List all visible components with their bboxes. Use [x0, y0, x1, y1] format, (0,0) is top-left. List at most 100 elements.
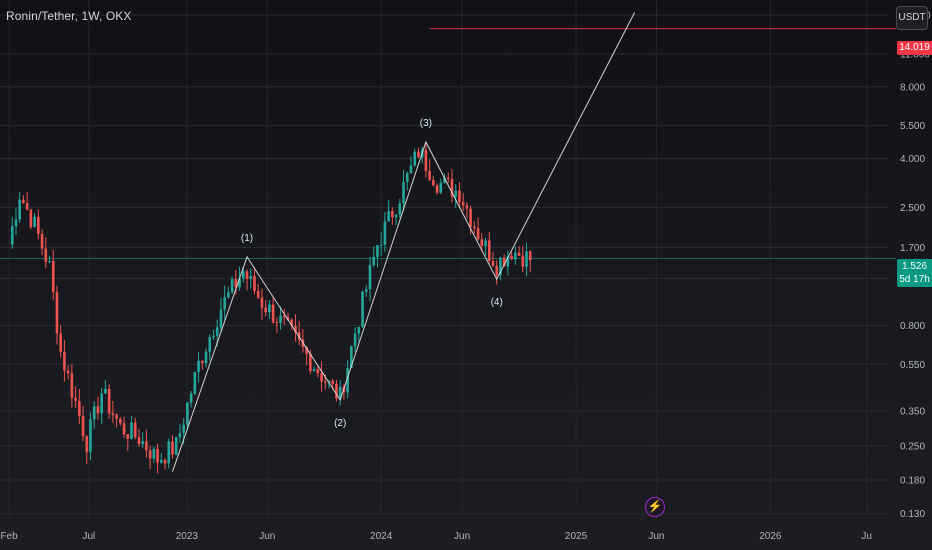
candle-body [85, 436, 89, 453]
candle-body [510, 255, 513, 260]
candle-body [189, 393, 193, 403]
candle-body [107, 388, 111, 414]
lightning-icon[interactable]: ⚡ [645, 497, 665, 517]
candle-body [156, 448, 159, 463]
wave-label: (1) [241, 233, 253, 244]
candle-body [517, 252, 521, 256]
candle-body [323, 381, 327, 383]
y-tick-label: 2.500 [900, 203, 925, 214]
countdown-label: 5d 17h [899, 274, 930, 285]
x-tick-label: Jun [454, 531, 470, 542]
candle-body [372, 256, 376, 266]
candle-body [219, 309, 223, 328]
candle-body [193, 371, 197, 394]
candle-body [357, 326, 361, 334]
y-tick-label: 0.250 [900, 441, 925, 452]
candle-body [480, 239, 484, 247]
candle-body [305, 347, 308, 354]
candle-body [514, 252, 517, 260]
candle-body [197, 360, 200, 372]
x-tick-label: 2026 [759, 531, 782, 542]
candle-body [160, 459, 163, 463]
candle-body [450, 179, 454, 197]
candle-body [446, 177, 450, 180]
candle-body [100, 393, 103, 414]
wave-line [172, 12, 636, 472]
x-tick-label: Feb [0, 531, 18, 542]
candle-body [70, 373, 74, 398]
candle-body [238, 278, 241, 288]
candle-body [286, 317, 290, 320]
candle-body [223, 297, 226, 310]
candle-body [316, 369, 320, 374]
candle-body [148, 450, 152, 459]
axes: 0.1300.1800.2500.3500.5500.8001.2601.700… [0, 11, 931, 542]
candle-body [111, 413, 115, 415]
candle-body [376, 245, 379, 257]
candles [10, 143, 532, 474]
candle-body [353, 333, 357, 347]
candle-body [234, 279, 238, 288]
candle-body [55, 291, 59, 334]
candle-body [74, 397, 77, 402]
x-tick-label: 2024 [370, 531, 393, 542]
candle-body [200, 360, 204, 364]
candle-body [241, 271, 245, 279]
candle-body [282, 315, 286, 318]
candle-body [81, 415, 85, 437]
candle-body [182, 424, 185, 434]
candle-body [133, 422, 137, 438]
candle-body [469, 208, 472, 227]
candle-body [432, 180, 435, 186]
candle-body [297, 332, 301, 340]
grid-layer [0, 0, 888, 522]
candle-body [413, 151, 417, 166]
candle-body [458, 190, 461, 203]
candle-body [78, 401, 81, 416]
candle-body [152, 448, 156, 459]
y-tick-label: 0.800 [900, 321, 925, 332]
candle-body [215, 327, 219, 336]
candle-body [405, 173, 409, 183]
candle-body [104, 388, 107, 394]
current-price-badge: 1.526 5d 17h [897, 259, 932, 287]
candle-body [18, 199, 22, 220]
candle-body [331, 380, 335, 384]
symbol-title[interactable]: Ronin/Tether, 1W, OKX [6, 9, 132, 23]
currency-button[interactable]: USDT [896, 6, 928, 30]
candle-body [506, 255, 510, 267]
candle-body [338, 386, 342, 399]
candle-body [171, 441, 174, 455]
candle-body [402, 182, 405, 204]
y-tick-label: 0.130 [900, 509, 925, 520]
candle-body [66, 370, 70, 374]
y-tick-label: 8.000 [900, 82, 925, 93]
candle-body [25, 203, 29, 210]
candle-body [361, 291, 364, 327]
candle-body [394, 214, 398, 218]
candle-body [14, 219, 18, 227]
candle-body [230, 279, 234, 293]
candle-body [487, 240, 491, 261]
wave-overlay: (1)(2)(3)(4)(5) [172, 12, 636, 472]
candle-body [268, 304, 271, 313]
candle-body [495, 265, 499, 276]
wave-label: (3) [420, 118, 432, 129]
candle-body [428, 170, 431, 181]
candle-body [424, 149, 428, 171]
candle-body [417, 151, 420, 158]
y-tick-label: 0.550 [900, 360, 925, 371]
candle-body [525, 251, 528, 267]
candle-body [141, 441, 144, 445]
candle-body [476, 228, 480, 240]
y-tick-label: 5.500 [900, 121, 925, 132]
candle-body [335, 383, 338, 399]
wave-label: (4) [491, 297, 503, 308]
candle-body [409, 165, 413, 174]
candle-body [92, 406, 96, 420]
candle-body [29, 209, 33, 228]
candle-body [435, 185, 439, 193]
candle-body [227, 292, 230, 298]
